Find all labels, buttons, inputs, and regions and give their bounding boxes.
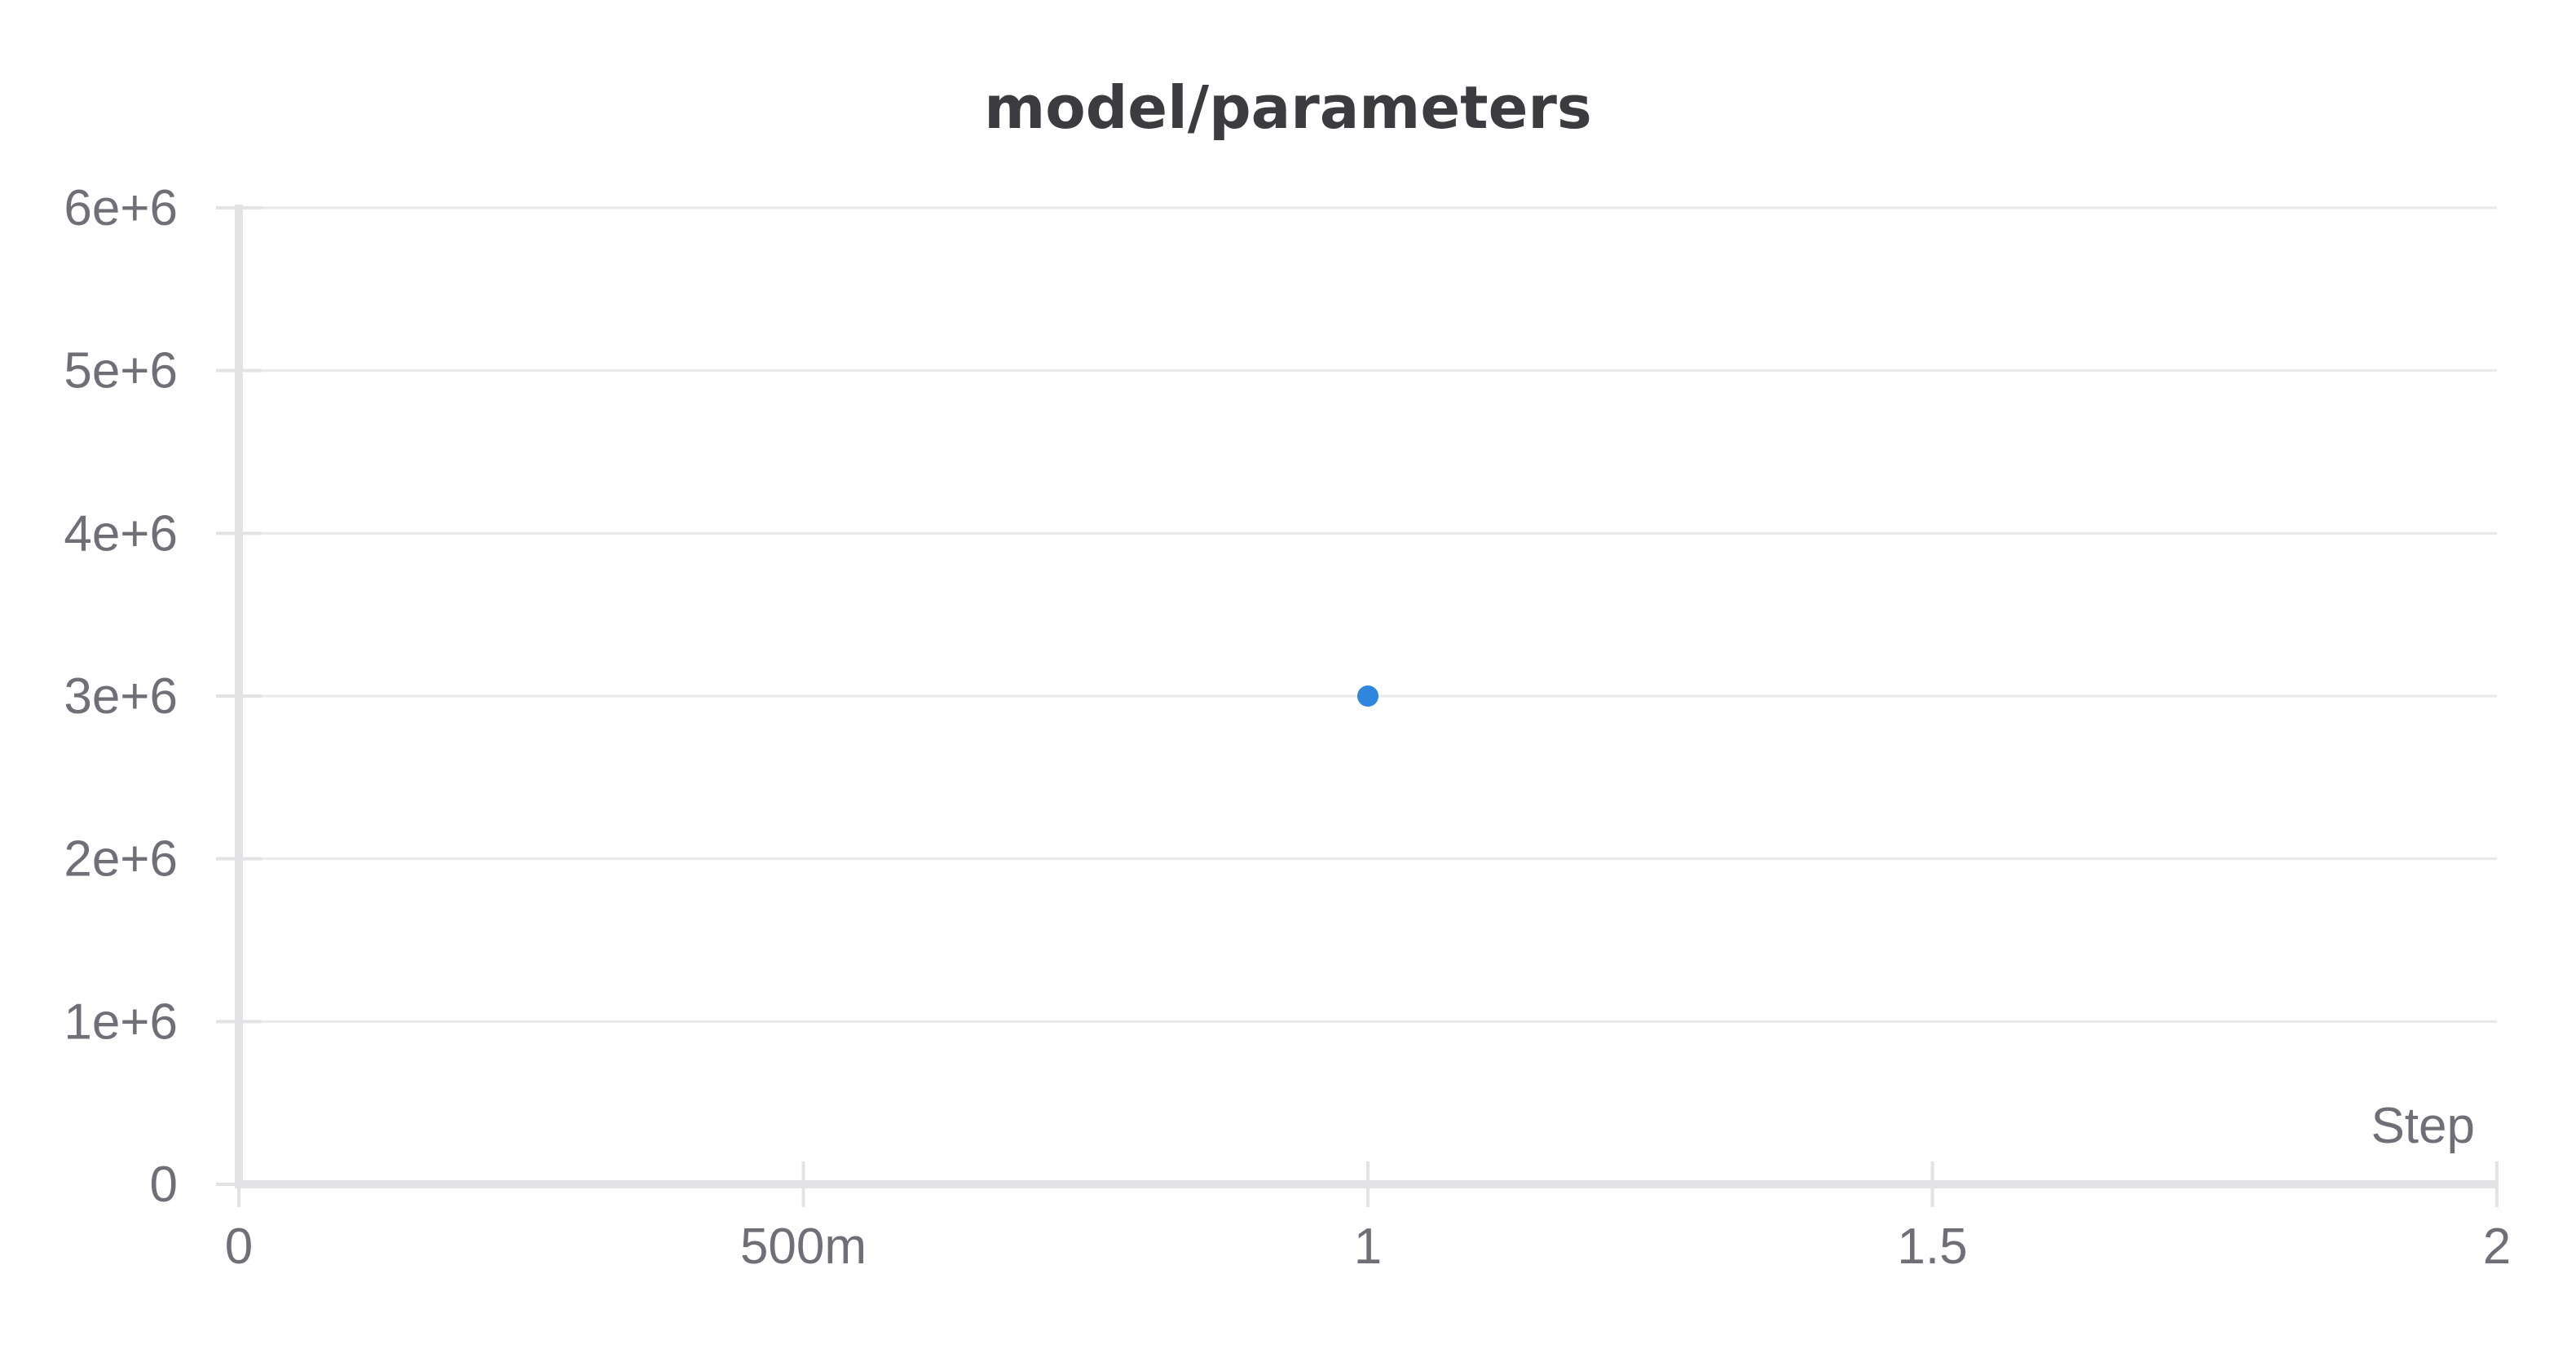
y-tick-label: 2e+6	[64, 831, 178, 888]
y-tick-label: 4e+6	[64, 505, 178, 562]
x-tick-label: 500m	[740, 1219, 867, 1275]
data-points	[1357, 685, 1378, 707]
x-tick-label: 1.5	[1897, 1219, 1967, 1275]
x-tick-label: 2	[2483, 1219, 2511, 1275]
y-ticks: 0 1e+6 2e+6 3e+6 4e+6 5e+6 6e+6	[64, 180, 262, 1213]
data-point[interactable]	[1357, 685, 1378, 707]
y-tick-label: 0	[150, 1157, 178, 1213]
y-tick-label: 1e+6	[64, 994, 178, 1050]
x-tick-label: 0	[225, 1219, 253, 1275]
y-tick-label: 6e+6	[64, 180, 178, 236]
y-tick-label: 5e+6	[64, 343, 178, 399]
x-ticks: 0 500m 1 1.5 2	[225, 1161, 2511, 1275]
grid-lines	[239, 206, 2497, 1023]
x-tick-label: 1	[1354, 1219, 1382, 1275]
chart-title: model/parameters	[984, 73, 1592, 142]
x-axis-label: Step	[2371, 1098, 2475, 1154]
y-tick-label: 3e+6	[64, 668, 178, 725]
